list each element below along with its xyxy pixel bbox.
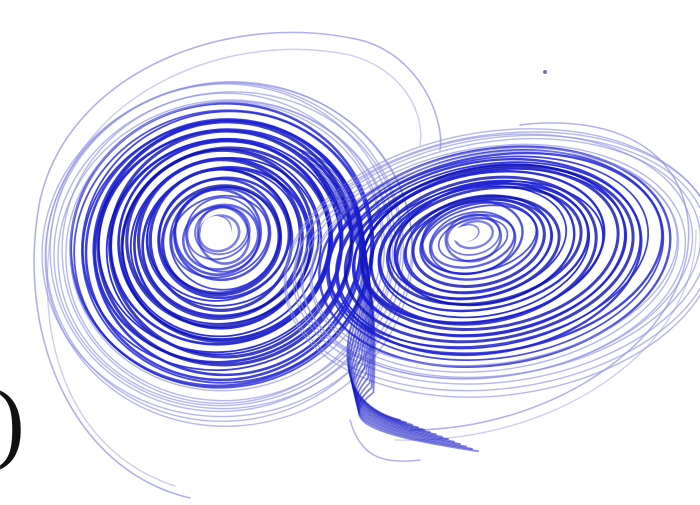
right-orbit (318, 145, 672, 369)
stray-dot (543, 70, 547, 74)
panel-label-paren: ) (0, 384, 28, 470)
bridge-orbit (320, 181, 455, 443)
left-orbit (181, 203, 260, 271)
bridge-orbit (308, 163, 425, 431)
right-orbit (351, 168, 628, 336)
bridge-orbit (311, 167, 431, 433)
right-orbit (411, 197, 546, 288)
right-orbit (377, 179, 591, 319)
left-orbit (57, 99, 394, 407)
right-orbit (309, 147, 680, 373)
right-orbit (437, 217, 509, 262)
right-orbit (369, 175, 598, 326)
left-orbit (196, 205, 251, 265)
outer-orbit (46, 48, 422, 487)
right-orbit (285, 131, 700, 392)
bridge-orbit (323, 185, 461, 445)
bridge-orbit (318, 177, 449, 441)
right-fixed-point (452, 225, 478, 243)
crossing-orbits (299, 149, 479, 462)
left-orbit (161, 184, 283, 297)
right-lobe-orbits (283, 128, 700, 398)
bridge-orbit (349, 419, 421, 462)
right-orbit (311, 150, 678, 367)
right-orbit (325, 149, 665, 361)
outer-wing-orbits (33, 31, 697, 499)
left-orbit (185, 196, 261, 273)
right-orbit (386, 185, 583, 306)
bridge-orbit (313, 170, 437, 436)
right-orbit (292, 134, 700, 385)
right-orbit (419, 201, 539, 281)
left-orbit (169, 186, 280, 291)
bridge-orbit (315, 174, 443, 438)
left-orbit (157, 176, 291, 300)
right-orbit (283, 128, 700, 398)
bridge-orbit (325, 188, 467, 448)
outer-orbit (33, 31, 442, 499)
bridge-orbit (327, 192, 473, 450)
bridge-orbit (330, 195, 479, 453)
right-orbit (343, 164, 635, 344)
left-fixed-point (201, 216, 231, 244)
left-orbit (170, 194, 270, 279)
bridge-orbit (306, 159, 419, 429)
lobe-centers (201, 216, 478, 244)
outer-orbit (409, 122, 690, 431)
left-orbit (120, 146, 333, 344)
outer-orbit (394, 229, 697, 441)
right-orbit (403, 199, 554, 293)
bridge-orbit (303, 156, 413, 426)
